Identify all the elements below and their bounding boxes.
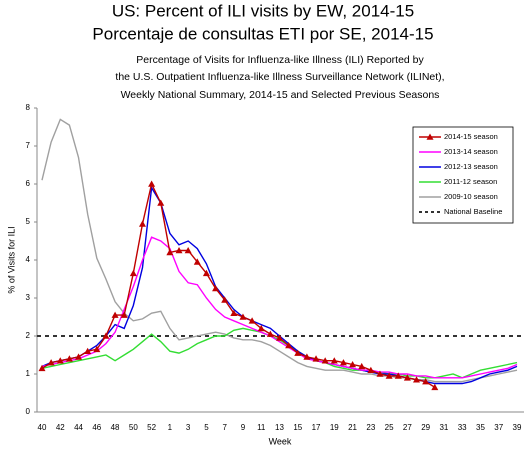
x-tick-label: 29 [421,423,430,432]
x-tick-label: 37 [494,423,503,432]
point-marker [330,357,338,364]
legend-label: 2011-12 season [444,177,497,186]
x-tick-label: 33 [458,423,467,432]
x-tick-label: 42 [56,423,65,432]
point-marker [422,378,430,385]
point-marker [184,247,192,254]
legend-marker [426,133,434,140]
point-marker [93,345,101,353]
point-marker [111,311,119,318]
x-tick-label: 39 [513,423,522,432]
chart-subtitle: Weekly National Summary, 2014-15 and Sel… [121,89,440,101]
point-marker [47,359,55,366]
series-line [41,118,518,383]
point-marker [285,342,293,349]
point-marker [266,330,274,337]
point-marker [193,258,201,265]
x-tick-label: 50 [129,423,138,432]
point-marker [239,313,247,320]
point-marker [431,383,439,391]
x-tick-label: 9 [241,423,246,432]
x-tick-label: 1 [168,423,173,432]
point-marker [312,355,320,362]
legend-label: 2013-14 season [444,147,498,156]
point-marker [303,353,311,360]
point-marker [129,269,137,277]
x-tick-label: 48 [111,423,120,432]
legend-label: National Baseline [444,207,502,216]
point-marker [175,247,183,254]
y-tick-label: 7 [26,141,31,150]
point-marker [148,180,156,187]
x-tick-label: 17 [312,423,321,432]
series-line [41,181,436,388]
point-marker [157,199,165,206]
point-marker [230,309,238,316]
point-marker [56,357,64,364]
point-marker [84,347,92,354]
x-tick-label: 23 [366,423,375,432]
chart-title: Porcentaje de consultas ETI por SE, 2014… [92,24,433,43]
point-marker [102,332,110,339]
x-tick-label: 11 [257,423,266,432]
x-tick-label: 31 [439,423,448,432]
legend-label: 2009-10 season [444,192,498,201]
point-marker [276,334,283,341]
legend-label: 2012-13 season [444,162,498,171]
y-tick-label: 2 [26,331,31,340]
y-tick-label: 0 [26,407,31,416]
x-tick-label: 3 [186,423,191,432]
chart-subtitle: Percentage of Visits for Influenza-like … [136,54,424,66]
chart-title: US: Percent of ILI visits by EW, 2014-15 [112,1,414,20]
point-marker [367,366,375,373]
point-marker [248,317,256,324]
x-tick-label: 19 [330,423,339,432]
point-marker [413,376,421,383]
x-tick-label: 15 [293,423,302,432]
point-marker [403,374,411,381]
point-marker [385,372,393,379]
point-marker [166,248,174,256]
point-marker [138,220,146,227]
x-tick-label: 25 [385,423,394,432]
y-tick-label: 1 [26,369,31,378]
point-marker [339,359,347,366]
point-marker [202,269,210,277]
y-tick-label: 6 [26,179,31,188]
y-tick-label: 8 [26,103,31,112]
series-line [41,236,518,379]
x-tick-label: 27 [403,423,412,432]
y-tick-label: 5 [26,217,31,226]
x-tick-label: 46 [92,423,101,432]
point-marker [358,362,366,370]
x-tick-label: 35 [476,423,485,432]
y-tick-label: 4 [26,255,31,264]
x-tick-label: 44 [74,423,83,432]
x-tick-label: 13 [275,423,284,432]
point-marker [120,311,128,318]
point-marker [321,357,329,364]
y-axis-label: % of Visits for ILI [6,226,16,293]
legend-box [412,126,514,224]
x-axis-label: Week [269,436,292,446]
x-tick-label: 40 [38,423,47,432]
point-marker [75,353,83,360]
point-marker [349,361,357,368]
point-marker [65,355,73,362]
point-marker [38,364,46,372]
point-marker [221,296,229,303]
point-marker [294,349,302,356]
x-tick-label: 5 [204,423,209,432]
x-tick-label: 7 [222,423,227,432]
point-marker [257,324,265,332]
point-marker [376,370,384,377]
x-tick-label: 21 [348,423,357,432]
point-marker [394,372,402,379]
y-tick-label: 3 [26,293,31,302]
chart-subtitle: the U.S. Outpatient Influenza-like Illne… [115,71,444,83]
point-marker [212,285,220,292]
legend-label: 2014-15 season [444,132,498,141]
x-tick-label: 52 [147,423,156,432]
